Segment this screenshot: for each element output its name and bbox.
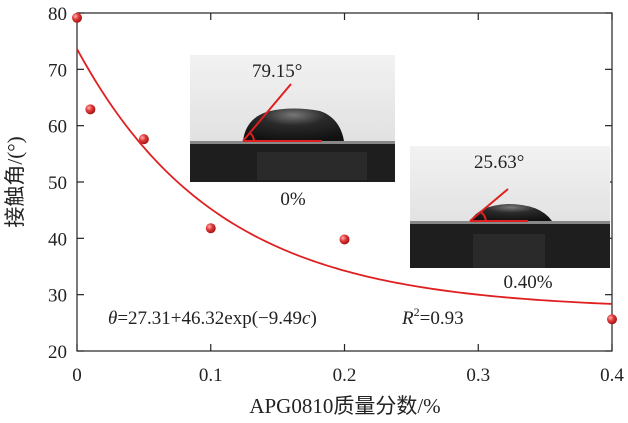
y-tick-label: 70 — [48, 60, 67, 81]
inset-angle-label-0pct: 79.15° — [252, 61, 302, 82]
inset-photo-0pct — [190, 55, 395, 182]
x-tick-label: 0.3 — [466, 365, 490, 386]
y-tick-label: 40 — [48, 229, 67, 250]
fit-equation: θ=27.31+46.32exp(−9.49c) — [108, 308, 317, 329]
data-point — [85, 104, 96, 115]
y-tick-label: 60 — [48, 117, 67, 138]
r-squared: R2=0.93 — [401, 305, 464, 329]
data-point — [339, 234, 350, 245]
y-axis-title: 接触角/(°) — [3, 136, 27, 227]
r2-prefix: R — [401, 308, 414, 329]
inset-photo-040pct — [410, 146, 610, 268]
theta-symbol: θ — [108, 308, 117, 329]
inset-angle-label-040pct: 25.63° — [474, 152, 524, 173]
data-point — [138, 134, 149, 145]
y-tick-label: 30 — [48, 286, 67, 307]
x-tick-label: 0.2 — [333, 365, 357, 386]
y-tick-label: 80 — [48, 4, 67, 25]
data-point — [205, 223, 216, 234]
data-point — [607, 314, 617, 325]
axis-ticks: 0 0.1 0.2 0.3 0.4 20 30 40 50 60 70 80 — [48, 4, 624, 386]
x-tick-label: 0 — [72, 365, 82, 386]
fit-curve — [76, 48, 613, 305]
inset-caption-040pct: 0.40% — [503, 272, 552, 293]
equation-variable: c — [302, 308, 311, 329]
x-tick-label: 0.1 — [199, 365, 223, 386]
equation-close: ) — [310, 308, 316, 329]
equation-body: =27.31+46.32exp(−9.49 — [117, 308, 302, 329]
x-axis-title: APG0810质量分数/% — [249, 394, 440, 418]
data-point — [72, 12, 82, 23]
y-tick-label: 50 — [48, 173, 67, 194]
r2-value: =0.93 — [420, 308, 464, 329]
data-points — [72, 12, 617, 325]
y-tick-label: 20 — [48, 342, 67, 363]
r2-superscript: 2 — [414, 305, 420, 319]
inset-caption-0pct: 0% — [280, 189, 306, 210]
x-tick-label: 0.4 — [600, 365, 624, 386]
